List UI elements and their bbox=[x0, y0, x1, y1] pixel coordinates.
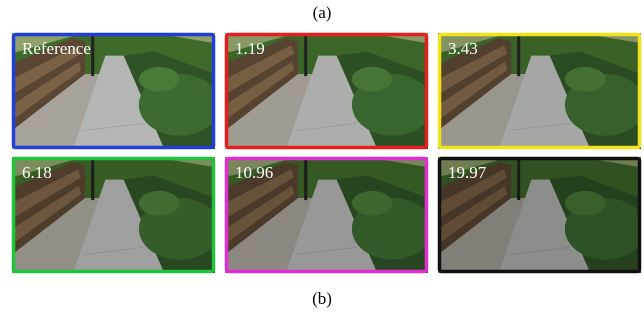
panel-label: 10.96 bbox=[235, 163, 273, 182]
panel: 6.18 bbox=[12, 157, 220, 273]
panel-label: Reference bbox=[22, 39, 91, 58]
panel: 10.96 bbox=[225, 157, 433, 273]
panel: 1.19 bbox=[225, 33, 433, 149]
panel-label: 3.43 bbox=[448, 39, 478, 58]
caption: (a) bbox=[313, 3, 332, 22]
panel: Reference bbox=[12, 33, 220, 149]
panel-label: 1.19 bbox=[235, 39, 265, 58]
figure: (a) (b) Reference 1.19 3.43 6.18 10.96 19.97 bbox=[0, 0, 644, 316]
panel: 3.43 bbox=[438, 33, 644, 149]
panel: 19.97 bbox=[438, 157, 644, 273]
panel-label: 6.18 bbox=[22, 163, 52, 182]
caption: (b) bbox=[312, 289, 332, 308]
panel-label: 19.97 bbox=[448, 163, 487, 182]
